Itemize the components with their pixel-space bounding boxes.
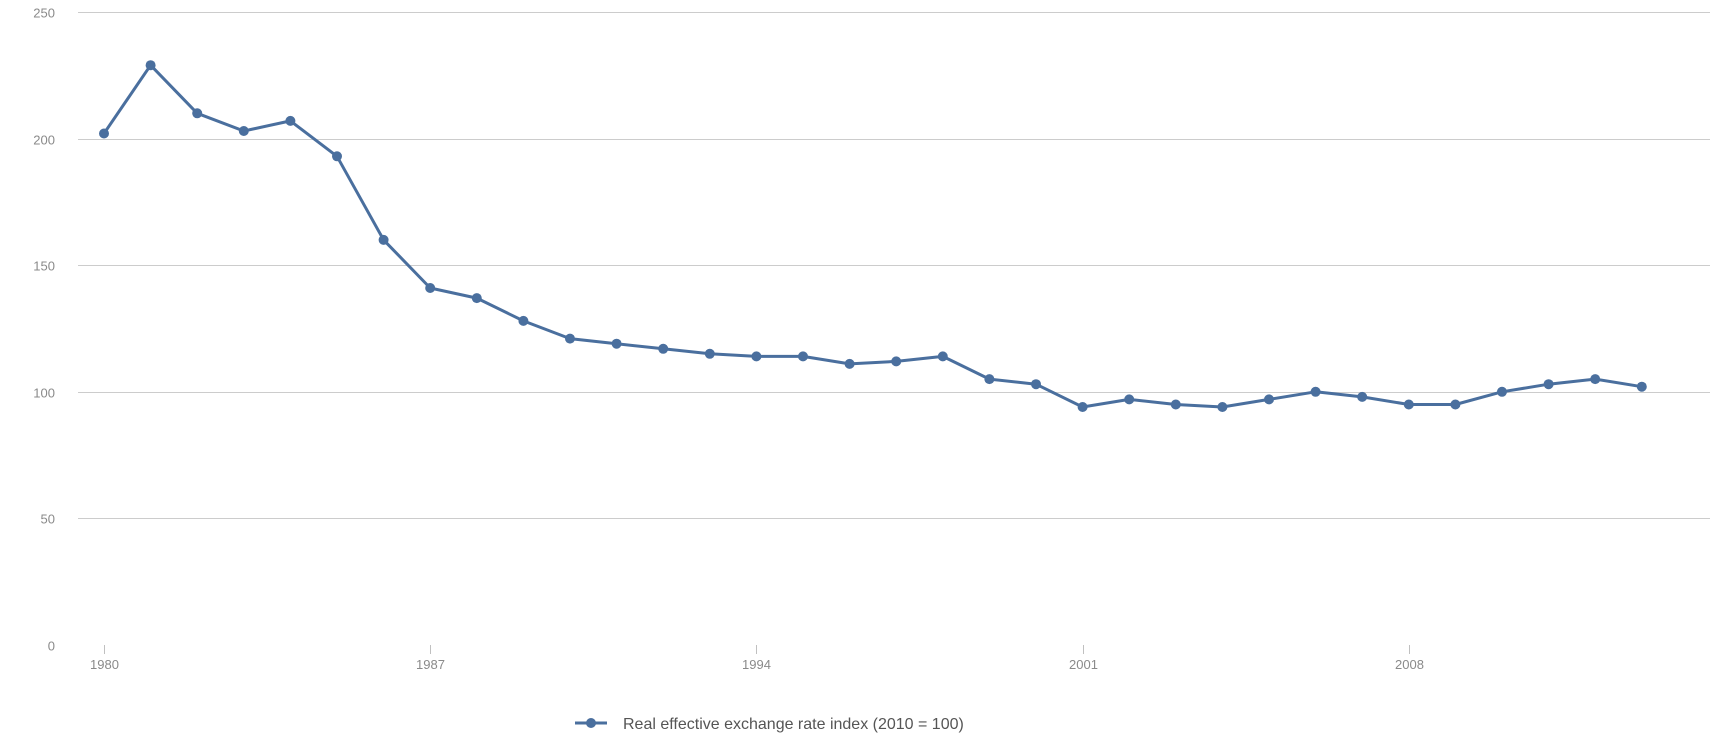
data-point-1997 [891, 356, 902, 367]
data-point-1988 [471, 293, 482, 304]
data-point-2012 [1590, 374, 1601, 385]
y-tick-label-150: 150 [33, 259, 55, 274]
data-point-1991 [611, 338, 622, 349]
legend-marker-icon [586, 718, 596, 728]
data-point-2001 [1077, 402, 1088, 412]
data-point-1984 [285, 115, 296, 126]
data-point-1993 [704, 348, 715, 359]
y-tick-label-200: 200 [33, 133, 55, 148]
series-layer [99, 60, 1647, 412]
data-point-1999 [984, 374, 995, 385]
x-tick-label-2008: 2008 [1395, 657, 1424, 672]
data-point-2002 [1124, 394, 1135, 405]
data-point-2009 [1450, 399, 1461, 410]
data-point-2000 [1031, 379, 1041, 390]
x-tick-label-1994: 1994 [742, 657, 771, 672]
data-point-1990 [565, 333, 575, 344]
data-point-1980 [99, 128, 109, 139]
gridlines [78, 12, 1710, 519]
data-point-2011 [1543, 379, 1554, 390]
y-tick-label-50: 50 [41, 512, 55, 527]
x-tick-label-1980: 1980 [90, 657, 119, 672]
data-point-2007 [1357, 391, 1368, 402]
data-point-2003 [1170, 399, 1181, 410]
data-point-2005 [1264, 394, 1274, 405]
data-point-2008 [1403, 399, 1414, 410]
y-tick-label-0: 0 [48, 639, 55, 654]
x-axis: 1980 1987 1994 2001 2008 [90, 645, 1424, 672]
data-point-1996 [844, 358, 855, 369]
data-point-1987 [425, 283, 436, 293]
data-point-2006 [1310, 386, 1321, 397]
data-point-2013 [1636, 381, 1647, 392]
legend-label: Real effective exchange rate index (2010… [623, 716, 964, 733]
data-point-1983 [238, 126, 249, 136]
x-tick-label-1987: 1987 [416, 657, 445, 672]
legend: Real effective exchange rate index (2010… [575, 716, 964, 733]
y-axis: 0 50 100 150 200 250 [33, 6, 55, 654]
data-point-1981 [145, 60, 156, 71]
data-point-1994 [751, 351, 762, 362]
data-point-2010 [1497, 386, 1507, 397]
y-tick-label-250: 250 [33, 6, 55, 21]
data-point-1982 [192, 108, 203, 119]
data-point-1992 [658, 343, 669, 354]
x-tick-label-2001: 2001 [1069, 657, 1098, 672]
y-tick-label-100: 100 [33, 386, 55, 401]
data-point-1986 [378, 234, 389, 245]
data-point-1985 [332, 151, 342, 162]
data-point-1998 [937, 351, 948, 362]
data-point-2004 [1217, 402, 1228, 412]
data-point-1995 [798, 351, 808, 362]
data-point-1989 [518, 315, 529, 326]
series-line [102, 63, 1643, 409]
